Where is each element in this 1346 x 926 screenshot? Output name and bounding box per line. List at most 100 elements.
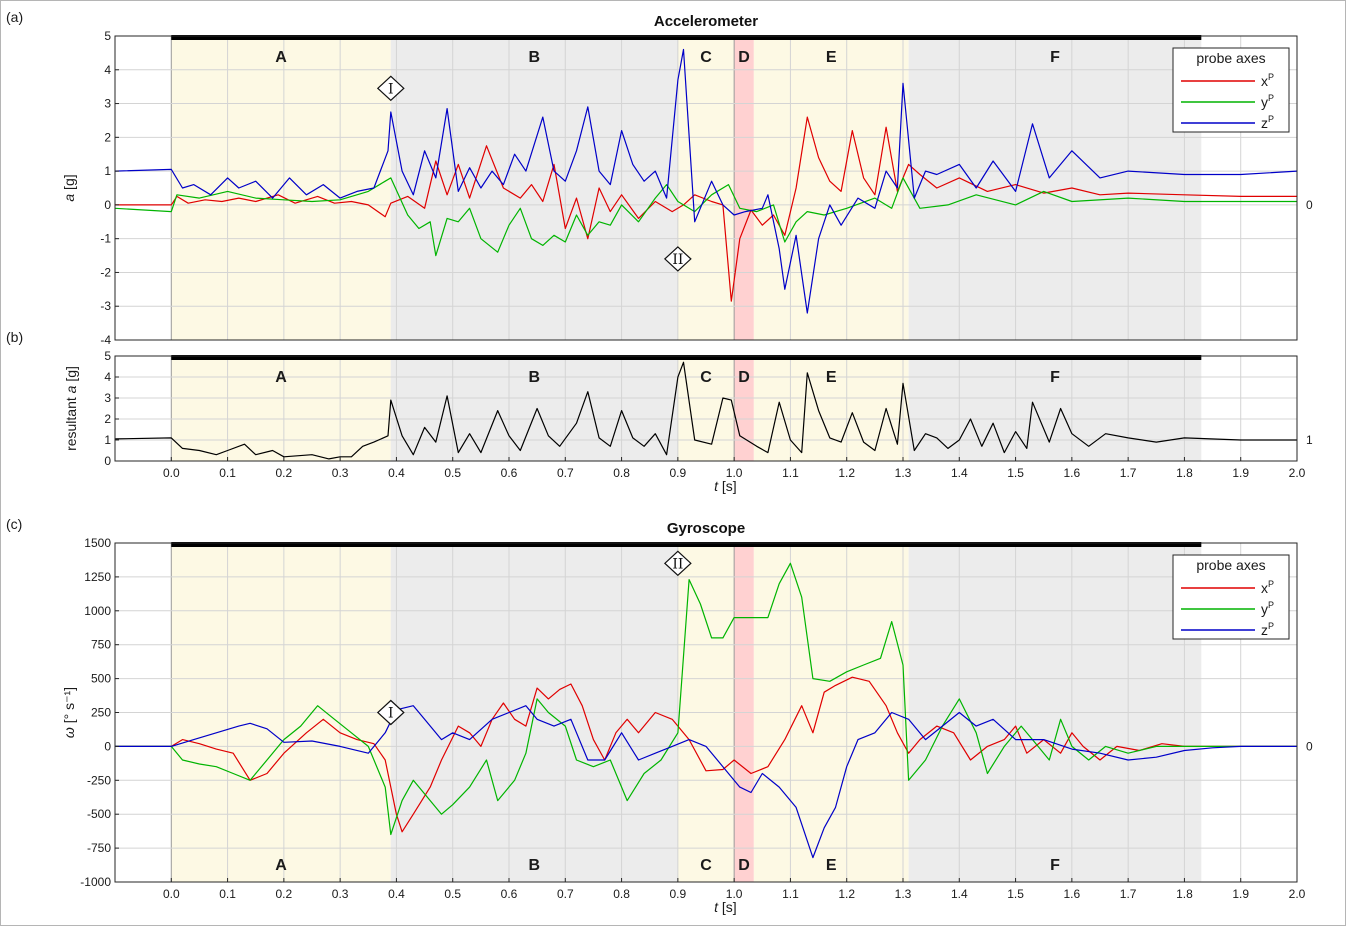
legend-item-x: xP <box>1261 579 1274 596</box>
x-tick-label: 0.3 <box>332 466 349 480</box>
x-tick-label: 0.6 <box>501 887 518 901</box>
x-tick-label: 0.0 <box>163 887 180 901</box>
right-reference-label: 0 <box>1306 739 1313 753</box>
series-line-y-2 <box>115 562 1297 836</box>
time-window-bar <box>171 542 1202 547</box>
marker-diamond <box>663 246 692 272</box>
marker-label: II <box>672 252 683 268</box>
right-reference-label: 1 <box>1306 433 1313 447</box>
series-line-z-2 <box>115 705 1297 859</box>
phase-label-a: A <box>275 857 287 874</box>
panel-2: 1500 1250 1000 750 500 250 0 -250 -500 -750 -1000 0… <box>6 516 1313 915</box>
axes-box <box>114 355 1298 462</box>
y-axis-label: resultant a [g] <box>63 366 79 451</box>
legend: probe axes xP yP zP <box>1172 47 1290 133</box>
phase-label-d: D <box>738 369 750 386</box>
phase-region-e <box>753 36 909 340</box>
x-tick-label: 0.2 <box>276 887 293 901</box>
x-tick-label: 1.3 <box>895 887 912 901</box>
phase-label-f: F <box>1050 369 1060 386</box>
marker-diamond <box>376 75 405 102</box>
phase-region-e <box>753 356 909 461</box>
y-tick-label: 5 <box>104 349 111 363</box>
x-tick-label: 0.9 <box>670 466 687 480</box>
phase-region-f <box>908 36 1202 340</box>
legend-item-x: xP <box>1261 72 1274 89</box>
phase-label-b: B <box>529 857 541 874</box>
phase-label-f: F <box>1050 857 1060 874</box>
y-tick-label: 2 <box>104 130 111 144</box>
y-tick-label: -1 <box>100 232 111 246</box>
legend-item-z: zP <box>1261 114 1274 131</box>
x-tick-label: 1.7 <box>1120 466 1137 480</box>
phase-label-e: E <box>826 369 837 386</box>
x-tick-label: 2.0 <box>1289 466 1306 480</box>
y-tick-label: 2 <box>104 412 111 426</box>
x-tick-label: 1.0 <box>726 887 743 901</box>
panel-label: (a) <box>6 9 23 25</box>
x-tick-label: 2.0 <box>1289 887 1306 901</box>
y-axis-label: ω [° s⁻¹] <box>61 687 77 738</box>
phase-label-e: E <box>826 857 837 874</box>
chart-title: Gyroscope <box>667 520 745 537</box>
phase-label-b: B <box>529 49 541 66</box>
series-line-resultant-1 <box>115 361 1297 460</box>
x-tick-label: 0.4 <box>388 466 405 480</box>
y-tick-label: 1 <box>104 433 111 447</box>
phase-region-c <box>677 356 735 461</box>
marker-label: II <box>672 556 683 572</box>
legend-item-z: zP <box>1261 621 1274 638</box>
x-tick-label: 1.8 <box>1176 466 1193 480</box>
y-tick-label: -1000 <box>80 875 111 889</box>
x-tick-label: 1.0 <box>726 466 743 480</box>
marker-diamond <box>663 550 692 577</box>
x-tick-label: 0.4 <box>388 887 405 901</box>
x-tick-label: 1.9 <box>1232 466 1249 480</box>
panel-label: (b) <box>6 329 23 345</box>
time-window-bar <box>171 35 1202 40</box>
x-tick-label: 0.6 <box>501 466 518 480</box>
y-tick-label: -250 <box>87 773 111 787</box>
y-tick-label: -4 <box>100 333 111 347</box>
phase-label-c: C <box>700 49 712 66</box>
x-tick-label: 1.3 <box>895 466 912 480</box>
x-tick-label: 0.7 <box>557 887 574 901</box>
x-tick-label: 1.7 <box>1120 887 1137 901</box>
phase-label-e: E <box>826 49 837 66</box>
event-marker-ii: II <box>663 246 692 272</box>
y-tick-label: 750 <box>91 638 111 652</box>
phase-label-d: D <box>738 857 750 874</box>
legend-title: probe axes <box>1196 557 1265 573</box>
phase-region-d <box>734 36 754 340</box>
legend-title: probe axes <box>1196 50 1265 66</box>
y-tick-label: -3 <box>100 299 111 313</box>
x-tick-label: 0.0 <box>163 466 180 480</box>
y-tick-label: 0 <box>104 198 111 212</box>
x-tick-label: 1.8 <box>1176 887 1193 901</box>
phase-region-b <box>390 356 678 461</box>
legend-item-y: yP <box>1261 93 1274 110</box>
series-line-z-0 <box>115 48 1297 314</box>
marker-label: I <box>388 81 394 97</box>
y-tick-label: 4 <box>104 370 111 384</box>
x-axis-label: t [s] <box>714 899 737 915</box>
right-reference-label: 0 <box>1306 198 1313 212</box>
phase-label-d: D <box>738 49 750 66</box>
y-tick-label: 0 <box>104 454 111 468</box>
y-tick-label: 4 <box>104 63 111 77</box>
event-marker-ii: II <box>663 550 692 577</box>
legend-box <box>1172 47 1290 133</box>
x-tick-label: 1.6 <box>1064 887 1081 901</box>
y-tick-label: 250 <box>91 706 111 720</box>
x-tick-label: 0.8 <box>613 466 630 480</box>
axes-box <box>114 35 1298 341</box>
x-tick-label: 1.2 <box>838 887 855 901</box>
phase-label-c: C <box>700 369 712 386</box>
x-tick-label: 0.3 <box>332 887 349 901</box>
phase-label-f: F <box>1050 49 1060 66</box>
x-tick-label: 0.2 <box>276 466 293 480</box>
y-axis-label: a [g] <box>61 174 77 201</box>
y-tick-label: 1000 <box>84 604 111 618</box>
x-tick-label: 0.5 <box>444 466 461 480</box>
